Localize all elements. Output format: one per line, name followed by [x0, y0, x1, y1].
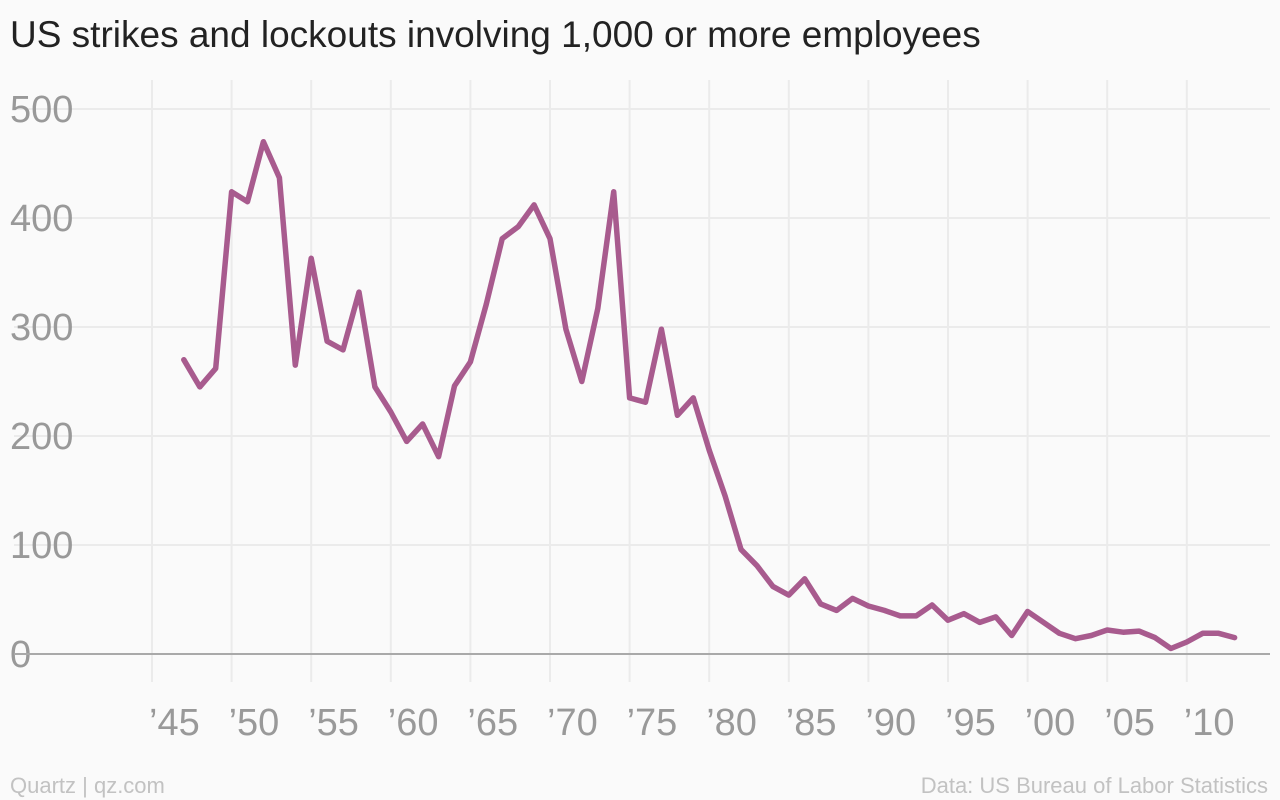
y-tick-label: 400: [10, 198, 73, 240]
x-tick-label: ’80: [706, 702, 757, 744]
x-tick-label: ’55: [308, 702, 359, 744]
series-line: [181, 138, 1238, 652]
chart-title: US strikes and lockouts involving 1,000 …: [10, 14, 981, 55]
footer-source-left: Quartz | qz.com: [10, 773, 165, 798]
x-tick-label: ’10: [1184, 702, 1235, 744]
x-tick-label: ’65: [467, 702, 518, 744]
x-tick-label: ’75: [627, 702, 678, 744]
y-tick-label: 200: [10, 416, 73, 458]
x-tick-label: ’85: [786, 702, 837, 744]
x-tick-label: ’95: [945, 702, 996, 744]
x-axis-tick-labels: ’45 ’50 ’55 ’60 ’65 ’70 ’75 ’80 ’85 ’90 ’95 ’00 ’05 ’…: [149, 702, 1235, 744]
y-tick-label: 500: [10, 89, 73, 131]
x-tick-label: ’05: [1104, 702, 1155, 744]
x-tick-label: ’60: [388, 702, 439, 744]
y-tick-label: 300: [10, 307, 73, 349]
gridlines: [14, 80, 1270, 682]
y-tick-label: 100: [10, 525, 73, 567]
x-tick-label: ’70: [547, 702, 598, 744]
footer-source-right: Data: US Bureau of Labor Statistics: [920, 773, 1268, 798]
x-tick-label: ’45: [149, 702, 200, 744]
x-tick-label: ’50: [229, 702, 280, 744]
x-tick-label: ’00: [1025, 702, 1076, 744]
x-tick-label: ’90: [865, 702, 916, 744]
